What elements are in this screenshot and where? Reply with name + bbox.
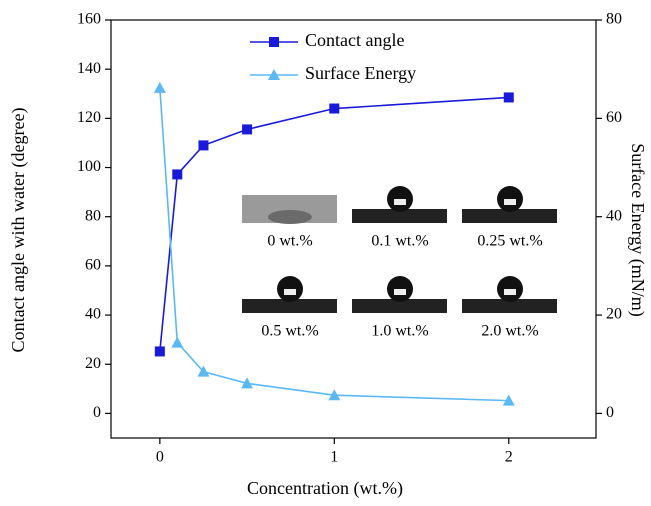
highlight	[394, 289, 406, 295]
y2-tick-label: 0	[606, 404, 614, 421]
marker	[241, 377, 254, 389]
surface	[242, 299, 337, 313]
y2-axis-label: Surface Energy (mN/m)	[627, 143, 648, 317]
inset-label: 2.0 wt.%	[481, 323, 538, 340]
inset-label: 0.5 wt.%	[261, 323, 318, 340]
highlight	[504, 289, 516, 295]
y2-tick-label: 40	[606, 207, 622, 224]
marker	[328, 389, 341, 401]
inset-label: 0.25 wt.%	[477, 233, 542, 250]
y-tick-label: 160	[77, 11, 101, 28]
y-tick-label: 60	[85, 257, 101, 274]
x-tick-label: 1	[330, 449, 338, 466]
y-tick-label: 20	[85, 355, 101, 372]
legend-label: Surface Energy	[305, 63, 416, 83]
x-axis-label: Concentration (wt.%)	[247, 478, 403, 499]
legend-marker	[268, 69, 280, 80]
y-axis-label: Contact angle with water (degree)	[8, 108, 29, 353]
y-tick-label: 0	[93, 404, 101, 421]
highlight	[394, 199, 406, 205]
marker	[154, 346, 165, 357]
highlight	[284, 289, 296, 295]
surface	[352, 209, 447, 223]
marker	[198, 140, 209, 151]
y-tick-label: 100	[77, 158, 101, 175]
y-tick-label: 40	[85, 306, 101, 323]
surface	[352, 299, 447, 313]
inset-label: 0.1 wt.%	[371, 233, 428, 250]
legend-label: Contact angle	[305, 30, 404, 50]
y2-tick-label: 20	[606, 306, 622, 323]
marker	[171, 336, 184, 348]
y-tick-label: 120	[77, 109, 101, 126]
x-tick-label: 0	[156, 449, 164, 466]
droplet	[268, 210, 312, 224]
marker	[502, 394, 515, 406]
inset-label: 0 wt.%	[267, 233, 312, 250]
y2-tick-label: 60	[606, 109, 622, 126]
marker	[197, 365, 210, 377]
highlight	[504, 199, 516, 205]
marker	[153, 81, 166, 93]
y-tick-label: 140	[77, 60, 101, 77]
surface	[462, 209, 557, 223]
marker	[172, 169, 183, 180]
inset-label: 1.0 wt.%	[371, 323, 428, 340]
x-tick-label: 2	[505, 449, 513, 466]
plot-frame	[110, 19, 597, 439]
marker	[503, 92, 514, 103]
marker	[329, 103, 340, 114]
series-line	[159, 87, 509, 402]
marker	[242, 124, 253, 135]
legend-marker	[269, 37, 279, 47]
surface	[462, 299, 557, 313]
series-line	[159, 96, 509, 352]
y2-tick-label: 80	[606, 11, 622, 28]
y-tick-label: 80	[85, 207, 101, 224]
